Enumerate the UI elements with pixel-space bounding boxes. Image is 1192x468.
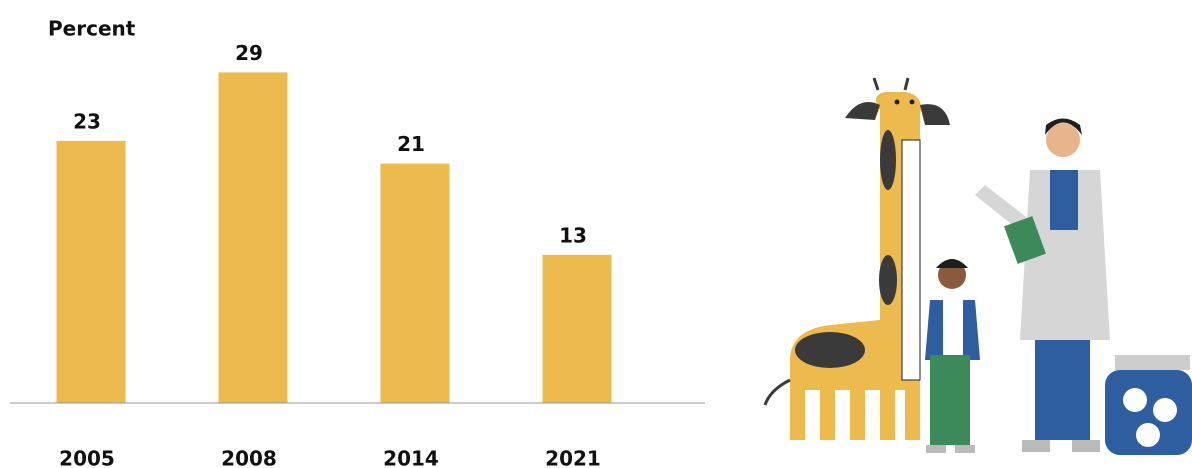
x-tick-label: 2005	[59, 447, 115, 468]
bar	[542, 254, 612, 403]
x-tick-label: 2014	[383, 447, 439, 468]
value-label: 13	[559, 223, 587, 247]
value-label: 23	[73, 109, 101, 133]
illustration	[763, 77, 1192, 455]
x-tick-label: 2008	[221, 447, 277, 468]
value-label: 21	[397, 132, 425, 156]
y-axis-label: Percent	[48, 17, 136, 41]
bar	[56, 140, 126, 404]
bar	[218, 72, 288, 404]
bar	[380, 163, 450, 403]
x-tick-label: 2021	[545, 447, 601, 468]
value-label: 29	[235, 41, 263, 65]
